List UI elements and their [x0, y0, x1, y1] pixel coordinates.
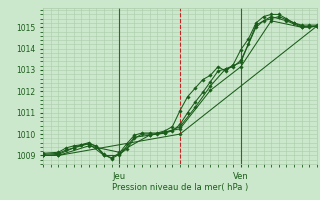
X-axis label: Pression niveau de la mer( hPa ): Pression niveau de la mer( hPa ) [112, 183, 248, 192]
